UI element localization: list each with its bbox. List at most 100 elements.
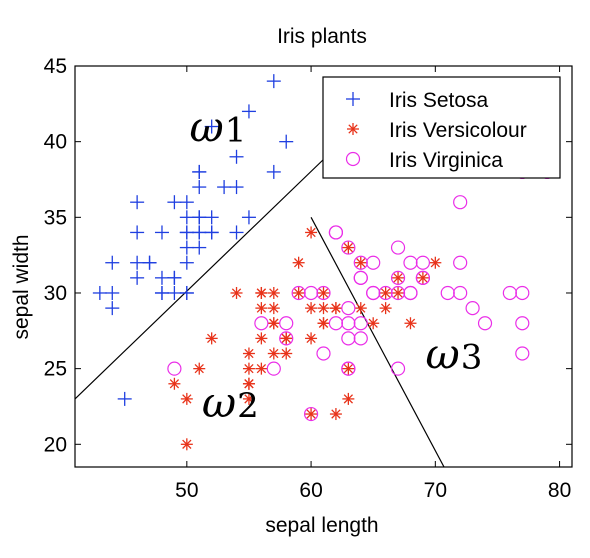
setosa-point — [204, 225, 219, 240]
setosa-point — [192, 210, 207, 225]
region-label-2: ω2 — [202, 378, 259, 427]
marker-stroke — [194, 363, 204, 374]
versicolour-point — [404, 317, 417, 330]
setosa-point — [204, 210, 219, 225]
marker-stroke — [244, 363, 254, 374]
marker-stroke — [269, 288, 279, 298]
y-tick-label: 25 — [44, 358, 67, 381]
setosa-point — [130, 255, 145, 270]
setosa-point — [192, 164, 207, 179]
setosa-point — [154, 285, 169, 300]
legend-label: Iris Versicolour — [389, 119, 527, 142]
setosa-point — [179, 195, 194, 210]
versicolour-point — [379, 302, 392, 315]
series-iris-setosa — [92, 74, 294, 406]
versicolour-point — [305, 302, 318, 315]
marker-stroke — [343, 242, 354, 253]
region-label-1: ω1 — [189, 103, 246, 152]
virginica-point — [390, 361, 406, 376]
legend-label: Iris Virginica — [389, 149, 503, 172]
marker-stroke — [269, 318, 279, 328]
marker-stroke — [269, 348, 279, 359]
versicolour-point — [317, 302, 330, 315]
setosa-point — [266, 164, 281, 179]
decision-boundary-line — [310, 217, 445, 467]
versicolour-point — [280, 332, 293, 345]
virginica-point — [328, 316, 344, 331]
setosa-point — [204, 119, 219, 134]
data-layer — [75, 74, 555, 467]
marker-stroke — [393, 288, 403, 298]
virginica-point — [279, 316, 294, 331]
x-tick-label: 60 — [299, 479, 322, 502]
marker-stroke — [343, 394, 354, 404]
versicolour-point — [180, 438, 193, 451]
y-axis-label: sepal width — [10, 234, 33, 339]
series-iris-virginica — [167, 164, 555, 422]
marker-stroke — [380, 288, 391, 298]
setosa-point — [179, 240, 194, 255]
marker-stroke — [368, 318, 378, 328]
virginica-point — [341, 240, 356, 255]
legend-box — [322, 76, 561, 179]
setosa-point — [105, 255, 120, 270]
setosa-point — [217, 180, 232, 195]
virginica-point — [453, 255, 468, 270]
plot-area: 50 60 70 80 20 25 30 35 40 45 ω1 ω2 ω3 — [44, 55, 573, 502]
versicolour-point — [305, 226, 318, 239]
virginica-point — [515, 285, 530, 301]
setosa-point — [179, 225, 194, 240]
versicolour-point — [255, 286, 268, 299]
versicolour-point — [317, 286, 330, 299]
versicolour-point — [242, 347, 255, 360]
marker-stroke — [343, 363, 354, 374]
setosa-point — [167, 195, 182, 210]
marker-stroke — [318, 318, 329, 328]
setosa-point — [179, 255, 194, 270]
legend-marker-circle — [345, 151, 361, 167]
virginica-point — [403, 255, 418, 270]
setosa-point — [229, 149, 244, 164]
virginica-point — [353, 316, 368, 331]
virginica-point — [341, 316, 356, 331]
virginica-point — [502, 285, 517, 301]
chart-title: Iris plants — [277, 25, 367, 48]
virginica-point — [167, 361, 182, 376]
setosa-point — [241, 104, 256, 119]
versicolour-point — [180, 392, 193, 405]
marker-stroke — [306, 333, 316, 344]
marker-stroke — [207, 333, 217, 344]
marker-stroke — [281, 348, 291, 359]
setosa-point — [192, 240, 207, 255]
setosa-point — [229, 180, 244, 195]
versicolour-point — [305, 408, 318, 421]
x-tick-label: 80 — [548, 479, 571, 502]
setosa-point — [117, 391, 132, 406]
x-axis-label: sepal length — [265, 514, 378, 537]
setosa-point — [154, 225, 169, 240]
series-iris-versicolour — [168, 226, 442, 451]
virginica-point — [390, 240, 406, 255]
versicolour-point — [367, 317, 380, 330]
legend-marker-plus — [346, 92, 360, 106]
virginica-point — [316, 346, 331, 361]
marker-stroke — [306, 409, 316, 419]
marker-stroke — [393, 273, 403, 283]
virginica-point — [303, 285, 319, 301]
legend-label: Iris Setosa — [389, 89, 489, 112]
versicolour-point — [379, 286, 392, 299]
setosa-point — [142, 255, 157, 270]
virginica-point — [316, 285, 331, 301]
setosa-point — [179, 210, 194, 225]
y-tick-label: 20 — [44, 433, 67, 456]
virginica-point — [515, 346, 530, 361]
plot-frame — [74, 65, 573, 468]
virginica-point — [477, 316, 493, 331]
setosa-point — [192, 180, 207, 195]
marker-stroke — [418, 273, 428, 283]
marker-stroke — [244, 348, 254, 359]
marker-stroke — [256, 303, 267, 313]
marker-stroke — [430, 258, 440, 268]
y-tick-label: 45 — [44, 55, 67, 78]
y-tick-label: 35 — [44, 206, 67, 229]
